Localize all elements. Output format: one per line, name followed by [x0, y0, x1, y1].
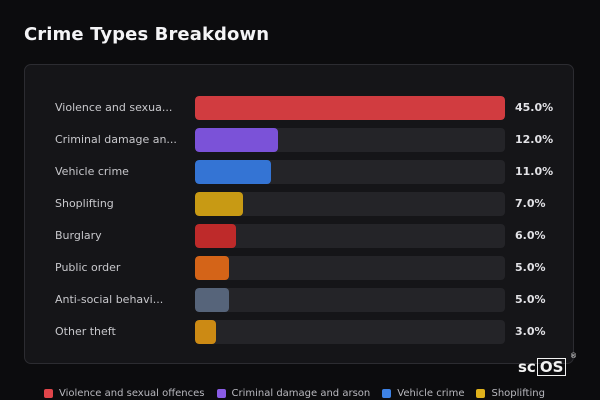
value-label: 6.0%	[515, 229, 546, 242]
legend: Violence and sexual offences Criminal dam…	[44, 386, 545, 400]
bar	[195, 192, 243, 216]
bar-track	[195, 320, 505, 344]
legend-swatch	[216, 388, 226, 398]
legend-label: Violence and sexual offences	[59, 387, 205, 399]
legend-item: Shoplifting	[476, 386, 545, 400]
chart-panel: Violence and sexua... 45.0% Criminal damag…	[24, 64, 574, 364]
legend-item: Violence and sexual offences	[44, 386, 205, 400]
scos-logo: sc OS ®	[518, 352, 577, 376]
bar	[195, 128, 278, 152]
value-label: 12.0%	[515, 133, 554, 146]
bar-row: Shoplifting 7.0%	[25, 192, 573, 216]
value-label: 5.0%	[515, 261, 546, 274]
bar-row: Public order 5.0%	[25, 256, 573, 280]
legend-swatch	[44, 388, 53, 398]
category-label: Burglary	[55, 229, 102, 242]
bar-track	[195, 160, 505, 184]
registered-mark: ®	[570, 352, 577, 360]
bar-row: Violence and sexua... 45.0%	[25, 96, 573, 120]
bar	[195, 96, 505, 120]
logo-text-right: OS	[536, 358, 567, 376]
category-label: Shoplifting	[55, 197, 114, 210]
value-label: 3.0%	[515, 325, 546, 338]
bar-row: Vehicle crime 11.0%	[25, 160, 573, 184]
bar	[195, 288, 229, 312]
bar-row: Criminal damage an... 12.0%	[25, 128, 573, 152]
bar-row: Burglary 6.0%	[25, 224, 573, 248]
category-label: Criminal damage an...	[55, 133, 177, 146]
logo-text-left: sc	[518, 358, 536, 376]
legend-swatch	[476, 388, 486, 398]
bar	[195, 256, 229, 280]
category-label: Violence and sexua...	[55, 101, 173, 114]
category-label: Anti-social behavi...	[55, 293, 164, 306]
legend-label: Vehicle crime	[397, 387, 465, 399]
bar-track	[195, 192, 505, 216]
category-label: Public order	[55, 261, 121, 274]
bar-track	[195, 96, 505, 120]
bar	[195, 160, 271, 184]
bar-row: Anti-social behavi... 5.0%	[25, 288, 573, 312]
legend-label: Criminal damage and arson	[231, 387, 371, 399]
legend-item: Criminal damage and arson	[216, 386, 371, 400]
value-label: 11.0%	[515, 165, 554, 178]
category-label: Other theft	[55, 325, 116, 338]
value-label: 7.0%	[515, 197, 546, 210]
legend-swatch	[382, 388, 392, 398]
bar	[195, 224, 236, 248]
value-label: 45.0%	[515, 101, 554, 114]
chart-title: Crime Types Breakdown	[24, 24, 270, 45]
value-label: 5.0%	[515, 293, 546, 306]
bar-track	[195, 288, 505, 312]
category-label: Vehicle crime	[55, 165, 129, 178]
bar-track	[195, 256, 505, 280]
legend-item: Vehicle crime	[382, 386, 464, 400]
bar-track	[195, 224, 505, 248]
bar-row: Other theft 3.0%	[25, 320, 573, 344]
bar	[195, 320, 216, 344]
bar-track	[195, 128, 505, 152]
legend-label: Shoplifting	[491, 387, 545, 399]
